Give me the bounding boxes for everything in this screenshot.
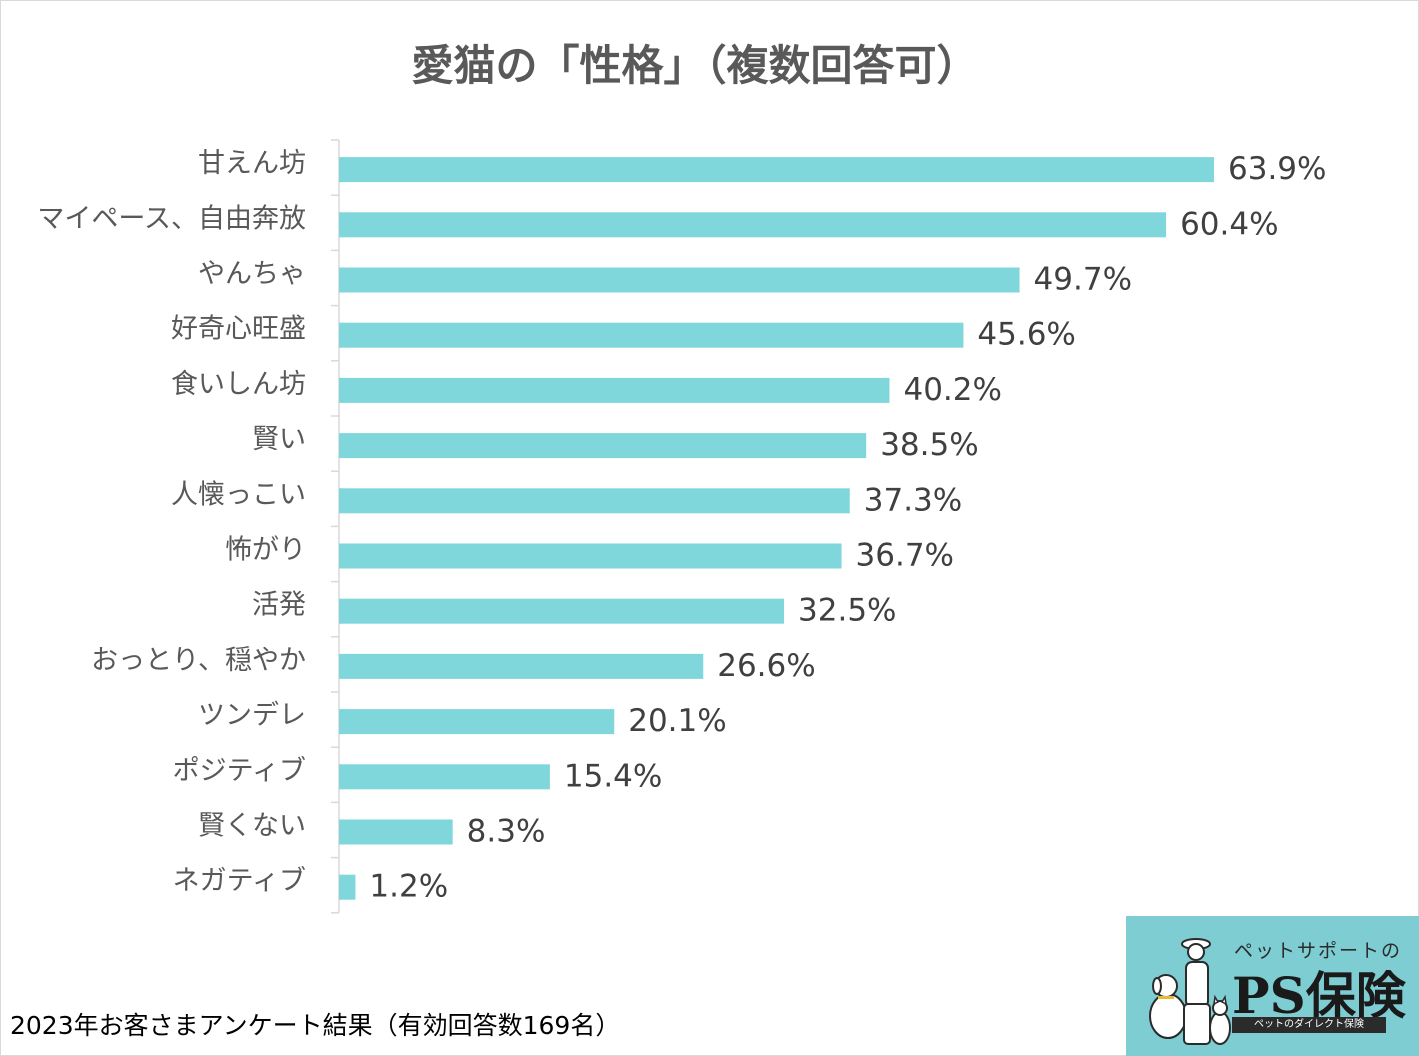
logo-tagline: ペットサポートの [1234, 940, 1403, 962]
category-label: おっとり、穏やか [91, 645, 306, 676]
data-label: 40.2% [903, 372, 1001, 408]
bar [339, 267, 1020, 293]
category-label: 賢くない [198, 811, 306, 842]
category-label: ポジティブ [173, 755, 306, 786]
category-label: 活発 [252, 590, 306, 621]
category-label: 食いしん坊 [171, 369, 306, 400]
data-label: 8.3% [467, 814, 546, 850]
survey-footnote: 2023年お客さまアンケート結果（有効回答数169名） [10, 1011, 621, 1040]
bar [339, 543, 842, 569]
data-label: 49.7% [1034, 262, 1132, 298]
logo-subtitle: ペットのダイレクト保険 [1232, 1017, 1386, 1033]
category-label: ネガティブ [173, 866, 306, 897]
category-label: 甘えん坊 [198, 148, 306, 179]
category-label: 賢い [252, 424, 306, 455]
data-label: 1.2% [369, 869, 448, 905]
bar [339, 212, 1167, 238]
data-label: 15.4% [564, 758, 662, 794]
ps-insurance-logo: ペットサポートの PS保険 ペットのダイレクト保険 [1126, 916, 1419, 1056]
logo-brand: PS保険 [1232, 966, 1406, 1025]
data-label: 60.4% [1180, 206, 1278, 242]
dog-and-cat-illustration-icon [1149, 938, 1231, 1045]
data-label: 20.1% [628, 703, 726, 739]
bar [339, 322, 964, 348]
bar [339, 157, 1214, 183]
data-label: 38.5% [880, 427, 978, 463]
bar [339, 377, 890, 403]
chart-title: 愛猫の「性格」（複数回答可） [411, 41, 979, 90]
data-label: 26.6% [717, 648, 815, 684]
data-label: 63.9% [1228, 151, 1326, 187]
bar [339, 488, 850, 514]
data-label: 37.3% [864, 482, 962, 518]
bar [339, 433, 867, 459]
bar [339, 819, 453, 845]
bar [339, 598, 785, 624]
bar [339, 653, 704, 679]
category-label: ツンデレ [198, 700, 306, 731]
category-label: 怖がり [225, 535, 306, 566]
data-label: 36.7% [856, 538, 954, 574]
bar [339, 709, 615, 735]
category-label: 人懐っこい [171, 479, 306, 510]
bar [339, 874, 356, 900]
category-label: 好奇心旺盛 [171, 314, 306, 345]
category-label: マイペース、自由奔放 [37, 203, 306, 234]
bar [339, 764, 550, 790]
category-label: やんちゃ [198, 259, 306, 290]
data-label: 45.6% [977, 317, 1075, 353]
data-label: 32.5% [798, 593, 896, 629]
